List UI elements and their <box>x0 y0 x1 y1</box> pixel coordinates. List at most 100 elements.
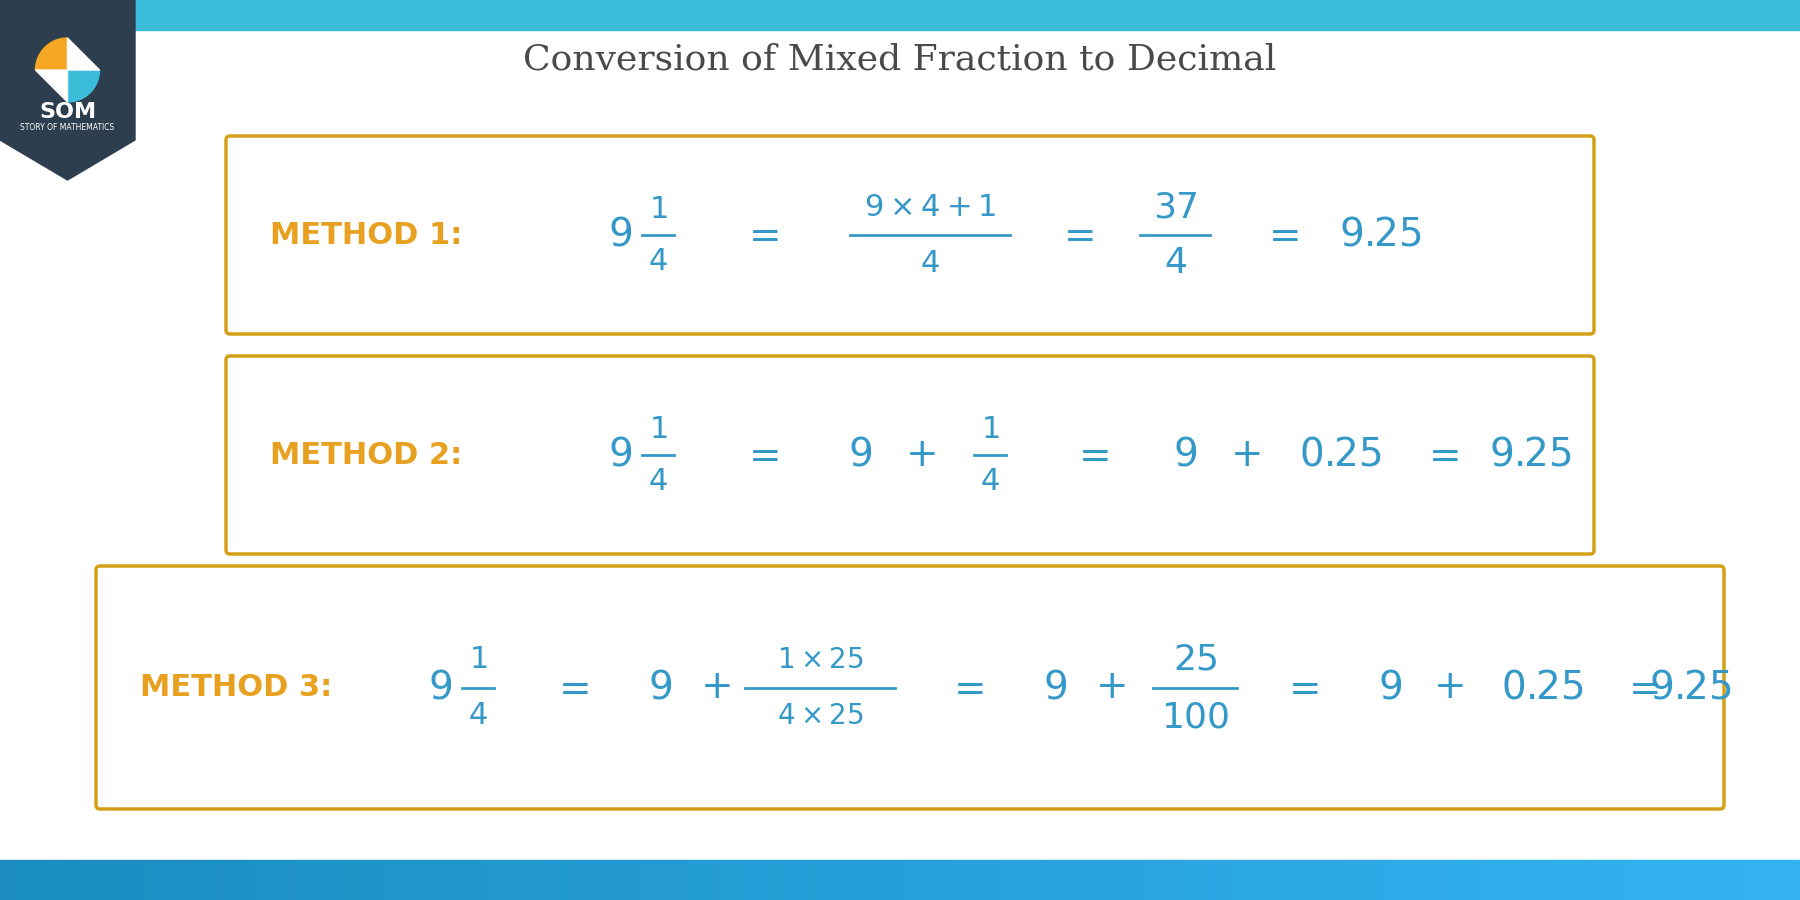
Bar <box>729 860 738 900</box>
Text: $9 \times 4 + 1$: $9 \times 4 + 1$ <box>864 193 995 221</box>
Bar <box>72 860 81 900</box>
Bar <box>819 860 828 900</box>
Bar <box>1422 860 1431 900</box>
Bar <box>1782 860 1791 900</box>
Bar <box>1719 860 1728 900</box>
Bar <box>549 860 558 900</box>
Bar <box>1584 860 1593 900</box>
Bar <box>837 860 846 900</box>
Text: $0.25$: $0.25$ <box>1298 436 1381 474</box>
Bar <box>540 860 549 900</box>
Bar <box>1179 860 1188 900</box>
Bar <box>1395 860 1404 900</box>
Bar <box>1521 860 1530 900</box>
Bar <box>153 860 162 900</box>
Bar <box>864 860 873 900</box>
Bar <box>603 860 612 900</box>
Text: $=$: $=$ <box>551 669 589 707</box>
Text: $=$: $=$ <box>1622 669 1660 707</box>
Bar <box>1548 860 1557 900</box>
Bar <box>531 860 540 900</box>
Bar <box>135 860 144 900</box>
Polygon shape <box>0 0 135 180</box>
Bar <box>1557 860 1566 900</box>
Bar <box>711 860 720 900</box>
Bar <box>1494 860 1503 900</box>
Bar <box>1062 860 1071 900</box>
Bar <box>315 860 324 900</box>
Text: $+$: $+$ <box>1229 436 1260 474</box>
Text: $9$: $9$ <box>608 436 632 474</box>
Text: $+$: $+$ <box>700 669 731 707</box>
Bar <box>1215 860 1224 900</box>
Bar <box>27 860 36 900</box>
Bar <box>243 860 252 900</box>
Bar <box>495 860 504 900</box>
Bar <box>1539 860 1548 900</box>
Text: $9$: $9$ <box>648 669 671 707</box>
Bar <box>369 860 378 900</box>
Bar <box>1026 860 1035 900</box>
Bar <box>441 860 450 900</box>
Bar <box>1593 860 1602 900</box>
Bar <box>765 860 774 900</box>
Bar <box>1575 860 1584 900</box>
Bar <box>1098 860 1107 900</box>
Text: $4$: $4$ <box>981 466 999 496</box>
Bar <box>963 860 972 900</box>
Bar <box>684 860 693 900</box>
Bar <box>1791 860 1800 900</box>
Bar <box>1692 860 1701 900</box>
Text: $+$: $+$ <box>1094 669 1125 707</box>
Bar <box>576 860 585 900</box>
Bar <box>972 860 981 900</box>
Bar <box>162 860 171 900</box>
Bar <box>1638 860 1647 900</box>
Bar <box>918 860 927 900</box>
Text: $1$: $1$ <box>981 415 999 444</box>
Text: $=$: $=$ <box>1071 436 1109 474</box>
Polygon shape <box>68 70 99 102</box>
Bar <box>54 860 63 900</box>
Bar <box>198 860 207 900</box>
Text: $0.25$: $0.25$ <box>1501 669 1584 707</box>
Bar <box>1440 860 1449 900</box>
Bar <box>1350 860 1359 900</box>
Bar <box>1413 860 1422 900</box>
Bar <box>450 860 459 900</box>
Bar <box>252 860 261 900</box>
Bar <box>1332 860 1341 900</box>
FancyBboxPatch shape <box>227 136 1595 334</box>
Bar <box>1647 860 1656 900</box>
Bar <box>1467 860 1476 900</box>
Text: $9$: $9$ <box>1174 436 1197 474</box>
Bar <box>477 860 486 900</box>
Bar <box>1512 860 1521 900</box>
Bar <box>1089 860 1098 900</box>
Bar <box>0 860 9 900</box>
Bar <box>1269 860 1278 900</box>
Bar <box>1278 860 1287 900</box>
Bar <box>1728 860 1737 900</box>
Bar <box>873 860 882 900</box>
Bar <box>1044 860 1053 900</box>
Bar <box>360 860 369 900</box>
Text: $4 \times 25$: $4 \times 25$ <box>776 701 864 730</box>
Bar <box>0 0 1800 30</box>
Bar <box>1485 860 1494 900</box>
Bar <box>1359 860 1368 900</box>
Bar <box>1764 860 1773 900</box>
Bar <box>855 860 864 900</box>
Bar <box>1431 860 1440 900</box>
Bar <box>1476 860 1485 900</box>
Bar <box>630 860 639 900</box>
Bar <box>1341 860 1350 900</box>
Bar <box>1242 860 1251 900</box>
Bar <box>1161 860 1170 900</box>
Bar <box>63 860 72 900</box>
Bar <box>720 860 729 900</box>
Bar <box>171 860 180 900</box>
Bar <box>333 860 342 900</box>
Bar <box>828 860 837 900</box>
Bar <box>990 860 999 900</box>
